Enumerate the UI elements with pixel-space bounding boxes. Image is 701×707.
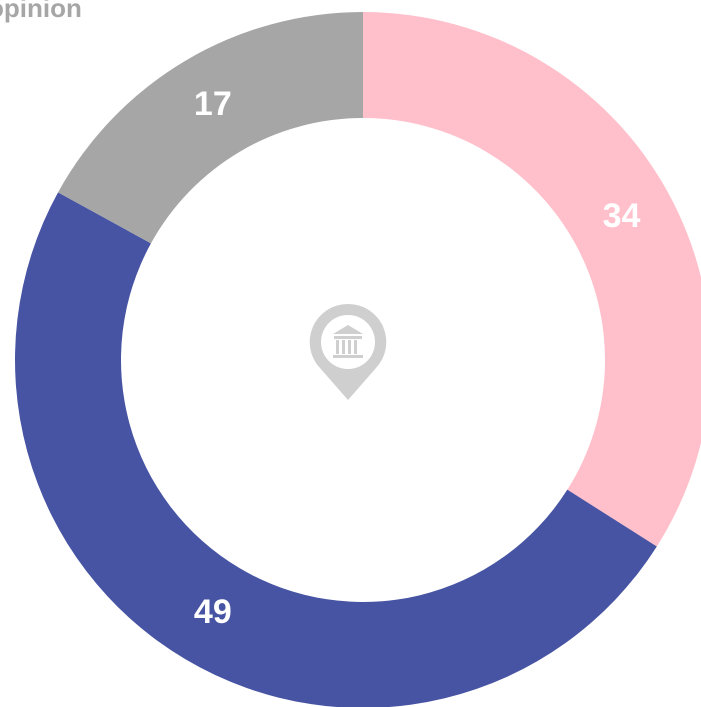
value-label: 49 [194, 593, 232, 631]
center-icon [309, 303, 387, 400]
donut-slice [58, 11, 363, 244]
donut-slice [15, 192, 657, 707]
bank-icon [333, 325, 363, 358]
legend-text: opinion [0, 0, 82, 23]
value-label: 34 [603, 197, 641, 235]
donut-slice [363, 12, 701, 547]
value-label: 17 [194, 85, 232, 123]
